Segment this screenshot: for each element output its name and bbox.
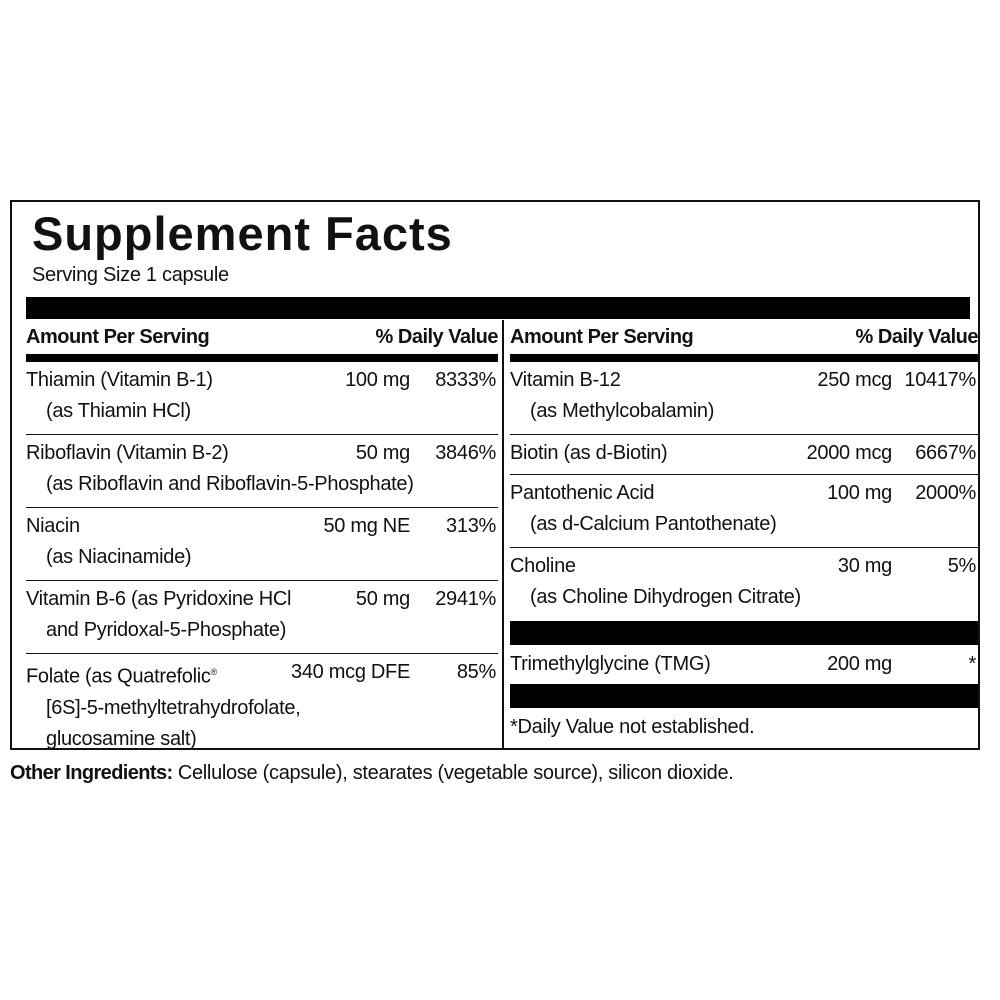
other-ingredients-text: Cellulose (capsule), stearates (vegetabl… — [172, 762, 734, 784]
amount-header: Amount Per Serving — [510, 325, 694, 348]
nutrient-dv: 2000% — [915, 482, 976, 504]
nutrient-dv: 5% — [947, 555, 977, 577]
nutrient-amount: 100 mg — [345, 369, 410, 391]
nutrient-name: Niacin — [26, 515, 80, 537]
nutrient-dv: * — [968, 653, 977, 675]
nutrient-name: Choline — [510, 555, 576, 577]
nutrient-row: Pantothenic Acid (as d-Calcium Pantothen… — [510, 475, 978, 548]
nutrient-source: (as Riboflavin and Riboflavin-5-Phosphat… — [46, 473, 414, 495]
nutrient-dv: 313% — [446, 515, 496, 537]
nutrient-name: Trimethylglycine (TMG) — [510, 653, 711, 675]
nutrient-amount: 200 mg — [827, 653, 892, 675]
nutrient-row: Trimethylglycine (TMG) 200 mg * — [510, 649, 978, 680]
nutrient-source: (as d-Calcium Pantothenate) — [530, 513, 777, 535]
nutrient-source: and Pyridoxal-5-Phosphate) — [46, 619, 287, 641]
nutrient-dv: 2941% — [435, 588, 496, 610]
nutrient-amount: 2000 mcg — [806, 442, 893, 464]
right-column: Amount Per Serving % Daily Value Vitamin… — [502, 320, 979, 748]
nutrient-row: Biotin (as d-Biotin) 2000 mcg 6667% — [510, 435, 978, 475]
nutrient-dv: 6667% — [915, 442, 976, 464]
nutrient-amount: 250 mcg — [817, 369, 892, 391]
nutrient-source: glucosamine salt) — [46, 727, 197, 750]
nutrient-dv: 10417% — [904, 369, 976, 391]
other-ingredients-label: Other Ingredients: — [10, 762, 173, 784]
nutrient-row: Vitamin B-6 (as Pyridoxine HCl and Pyrid… — [26, 581, 498, 654]
nutrient-source: (as Niacinamide) — [46, 546, 192, 568]
nutrient-source: (as Thiamin HCl) — [46, 400, 191, 422]
nutrient-row: Vitamin B-12 (as Methylcobalamin) 250 mc… — [510, 362, 978, 435]
nutrient-name: Thiamin (Vitamin B-1) — [26, 369, 213, 391]
nutrient-amount: 100 mg — [827, 482, 892, 504]
nutrient-amount: 50 mg NE — [323, 515, 410, 537]
nutrient-name: Vitamin B-12 — [510, 369, 621, 391]
divider-bar — [510, 621, 978, 645]
nutrient-amount: 50 mg — [355, 588, 410, 610]
left-column: Amount Per Serving % Daily Value Thiamin… — [26, 320, 499, 750]
nutrient-row: Riboflavin (Vitamin B-2) (as Riboflavin … — [26, 435, 498, 508]
nutrient-source: (as Methylcobalamin) — [530, 400, 715, 422]
nutrient-amount: 30 mg — [837, 555, 892, 577]
nutrient-dv: 85% — [456, 661, 496, 683]
nutrient-row: Thiamin (Vitamin B-1) (as Thiamin HCl) 1… — [26, 362, 498, 435]
nutrient-source: [6S]-5-methyltetrahydrofolate, — [46, 696, 301, 719]
amount-header: Amount Per Serving — [26, 325, 210, 348]
divider-bar — [510, 684, 978, 708]
dv-header: % Daily Value — [855, 325, 979, 348]
nutrient-source: (as Choline Dihydrogen Citrate) — [530, 586, 801, 608]
other-ingredients: Other Ingredients: Cellulose (capsule), … — [10, 762, 734, 785]
nutrient-amount: 340 mcg DFE — [291, 661, 410, 683]
nutrient-name: Folate (as Quatrefolic — [26, 665, 211, 688]
nutrient-name: Vitamin B-6 (as Pyridoxine HCl — [26, 588, 292, 610]
nutrient-row: Choline (as Choline Dihydrogen Citrate) … — [510, 548, 978, 617]
nutrient-row: Niacin (as Niacinamide) 50 mg NE 313% — [26, 508, 498, 581]
dv-header: % Daily Value — [375, 325, 499, 348]
nutrient-name: Pantothenic Acid — [510, 482, 655, 504]
registered-mark: ® — [210, 667, 218, 677]
serving-size: Serving Size 1 capsule — [32, 264, 229, 286]
supplement-facts-panel: Supplement Facts Serving Size 1 capsule … — [10, 200, 980, 750]
nutrient-row: Folate (as Quatrefolic® [6S]-5-methyltet… — [26, 654, 498, 755]
divider-bar — [26, 297, 970, 319]
nutrient-dv: 3846% — [435, 442, 496, 464]
nutrient-dv: 8333% — [435, 369, 496, 391]
column-header: Amount Per Serving % Daily Value — [26, 320, 499, 362]
nutrient-amount: 50 mg — [355, 442, 410, 464]
footnote: *Daily Value not established. — [510, 716, 755, 738]
panel-title: Supplement Facts — [32, 207, 453, 260]
column-header: Amount Per Serving % Daily Value — [510, 320, 979, 362]
nutrient-name: Riboflavin (Vitamin B-2) — [26, 442, 229, 464]
nutrient-name: Biotin (as d-Biotin) — [510, 442, 668, 464]
